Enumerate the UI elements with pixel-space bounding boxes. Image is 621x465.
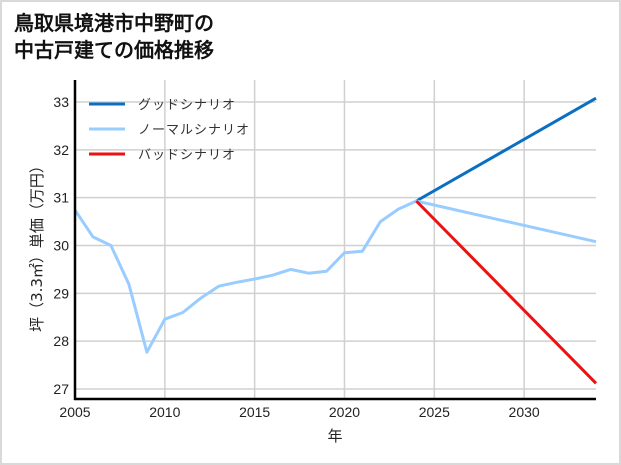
y-tick-label: 29 <box>53 285 69 301</box>
chart-title-line-1: 鳥取県境港市中野町の <box>14 11 214 35</box>
x-tick-label: 2020 <box>329 404 360 420</box>
legend-label: ノーマルシナリオ <box>138 123 250 138</box>
series-normal-line <box>73 199 597 354</box>
y-tick-label: 33 <box>53 94 69 110</box>
y-axis-label: 坪（3.3㎡）単価（万円） <box>28 158 46 332</box>
x-tick-label: 2025 <box>419 404 450 420</box>
y-tick-label: 32 <box>53 142 69 158</box>
chart-title: 鳥取県境港市中野町の 中古戸建ての価格推移 <box>14 10 214 64</box>
data-series <box>73 96 598 385</box>
y-tick-label: 28 <box>53 333 69 349</box>
x-tick-label: 2005 <box>59 404 90 420</box>
x-tick-label: 2030 <box>509 404 540 420</box>
legend-item-good: グッドシナリオ <box>89 98 236 113</box>
y-tick-label: 27 <box>53 381 69 397</box>
x-tick-label: 2010 <box>149 404 180 420</box>
y-tick-label: 31 <box>53 190 69 206</box>
y-tick-labels: 27 28 29 30 31 32 33 <box>53 94 69 397</box>
legend-item-bad: バッドシナリオ <box>89 148 236 163</box>
y-tick-label: 30 <box>53 238 69 254</box>
chart-title-line-2: 中古戸建ての価格推移 <box>14 38 214 62</box>
legend-item-normal: ノーマルシナリオ <box>89 123 250 138</box>
legend-label: グッドシナリオ <box>138 98 236 113</box>
legend-label: バッドシナリオ <box>138 148 236 163</box>
x-tick-label: 2015 <box>239 404 270 420</box>
x-tick-labels: 2005 2010 2015 2020 2025 2030 <box>59 404 539 420</box>
axes <box>73 80 596 401</box>
series-good-line <box>415 96 597 203</box>
x-axis-label: 年 <box>327 427 342 445</box>
series-bad-line <box>415 199 598 385</box>
